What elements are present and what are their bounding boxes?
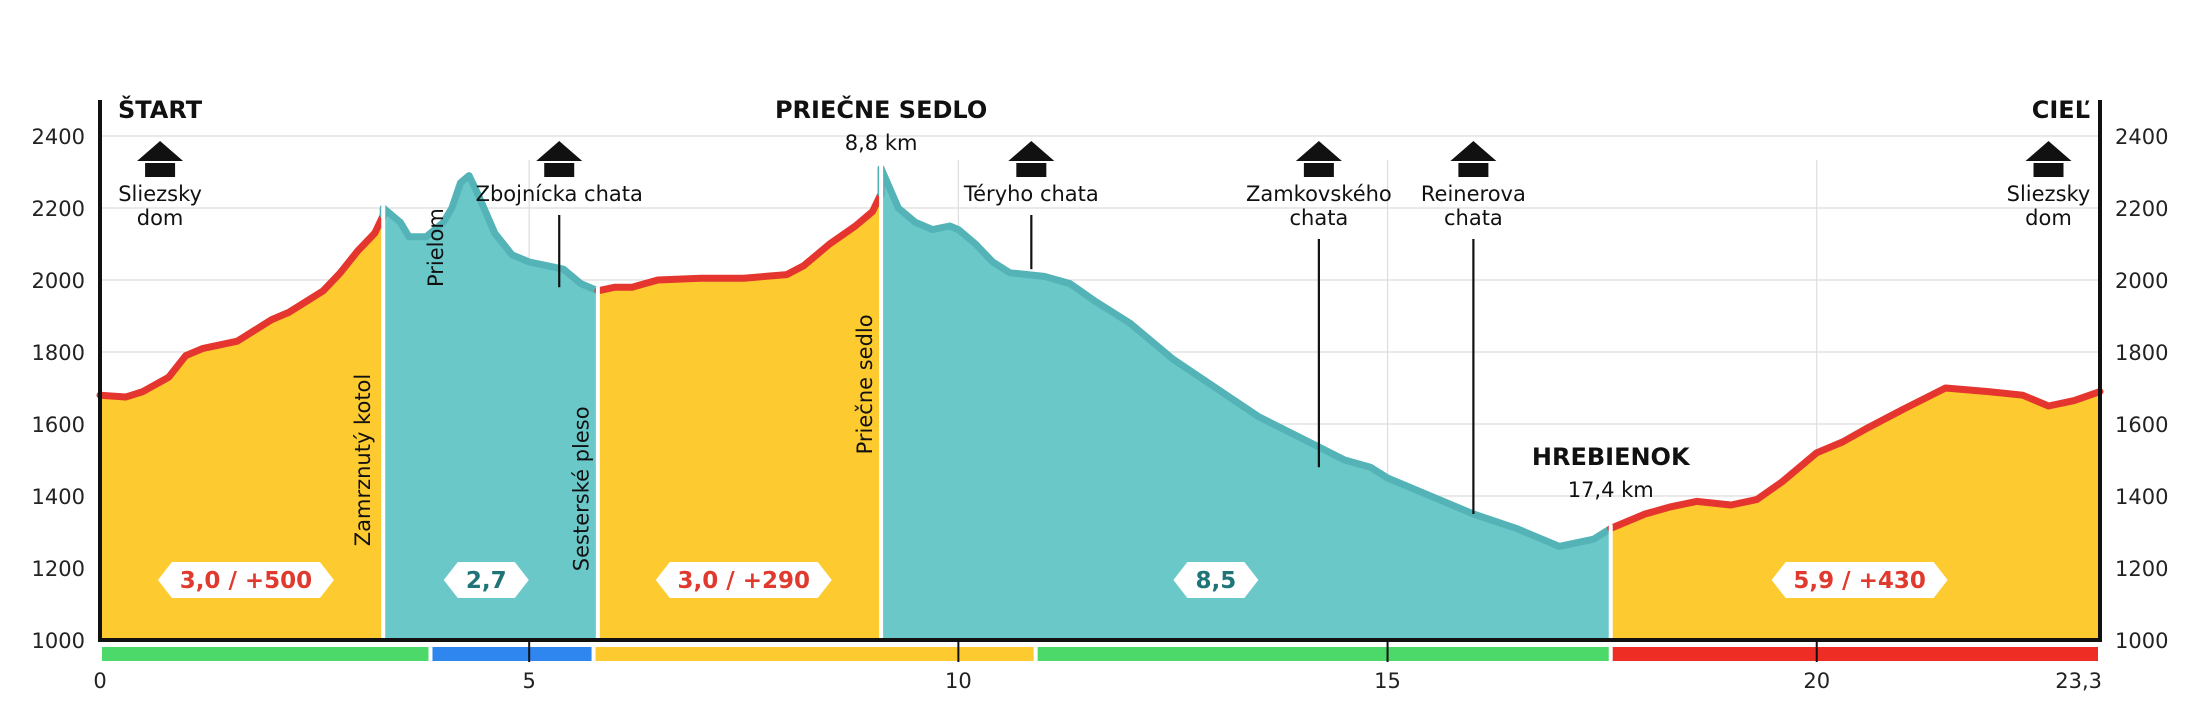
- place-label: Prielom: [424, 208, 448, 287]
- hut-body: [544, 163, 575, 177]
- hut-body: [1016, 163, 1047, 177]
- hut-name: Sliezsky: [118, 182, 202, 206]
- segment-pill: [655, 562, 832, 598]
- place-label: Zamrznutý kotol: [351, 374, 375, 547]
- y-tick-label-left: 2400: [32, 125, 85, 149]
- y-tick-label-right: 1600: [2115, 413, 2168, 437]
- hut-roof: [536, 141, 583, 161]
- trail-color-segment: [1612, 647, 2098, 661]
- hut-roof: [1450, 141, 1497, 161]
- y-tick-label-left: 1400: [32, 485, 85, 509]
- y-tick-label-left: 2000: [32, 269, 85, 293]
- trail-color-segment: [432, 647, 592, 661]
- profile-line-descent: [379, 172, 602, 295]
- hut-icon: [137, 141, 184, 177]
- y-tick-label-left: 2200: [32, 197, 85, 221]
- x-tick-label: 10: [945, 669, 972, 693]
- waypoint-distance: 17,4 km: [1568, 478, 1654, 502]
- profile-areas: [100, 168, 2100, 640]
- hut-body: [1303, 163, 1334, 177]
- waypoint-distance: 8,8 km: [845, 131, 918, 155]
- hut-roof: [137, 141, 184, 161]
- place-label: Priečne sedlo: [853, 314, 877, 454]
- y-tick-label-right: 1200: [2115, 557, 2168, 581]
- hut-name: dom: [137, 206, 184, 230]
- hut-name: chata: [1289, 206, 1348, 230]
- y-tick-label-left: 1800: [32, 341, 85, 365]
- y-tick-label-left: 1200: [32, 557, 85, 581]
- segment-label: 3,0 / +290: [678, 568, 810, 594]
- profile-lines: [96, 164, 2104, 640]
- hut-name: Reinerova: [1421, 182, 1526, 206]
- waypoint-title: CIEĽ: [2032, 96, 2090, 124]
- profile-area-ascent: [100, 208, 384, 640]
- hut-icon: [2025, 141, 2072, 177]
- hut-roof: [2025, 141, 2072, 161]
- hut-icon: [536, 141, 583, 177]
- hut-roof: [1295, 141, 1342, 161]
- profile-area-ascent: [597, 168, 882, 640]
- profile-line-ascent: [594, 164, 885, 295]
- annotations: 3,0 / +500 2,7 3,0 / +290 8,5 5,9 / +430 ŠTAR…: [118, 94, 2090, 598]
- segment-pill: [157, 562, 334, 598]
- hut-name: Zbojnícka chata: [476, 182, 643, 206]
- hut-name: dom: [2025, 206, 2072, 230]
- axes: 1000 1000 1200 1200 1400 1400 1600 1600 1800 1800…: [32, 100, 2168, 693]
- hut-name: Sliezsky: [2007, 182, 2091, 206]
- segment-label: 5,9 / +430: [1793, 568, 1925, 594]
- trail-color-segment: [102, 647, 429, 661]
- x-tick-label: 20: [1803, 669, 1830, 693]
- hut-roof: [1008, 141, 1055, 161]
- segment-pill: [443, 562, 529, 598]
- y-tick-label-right: 1400: [2115, 485, 2168, 509]
- x-tick-label: 5: [522, 669, 535, 693]
- profile-line-descent: [877, 164, 1615, 550]
- profile-area-ascent: [1610, 388, 2100, 640]
- x-tick-label: 15: [1374, 669, 1401, 693]
- x-tick-label: 0: [93, 669, 106, 693]
- hut-body: [145, 163, 176, 177]
- profile-area-descent: [881, 168, 1611, 640]
- segment-label: 8,5: [1196, 568, 1237, 594]
- place-label: Sesterské pleso: [570, 406, 594, 571]
- profile-line-ascent: [1607, 384, 2104, 532]
- hut-name: chata: [1444, 206, 1503, 230]
- y-tick-label-left: 1000: [32, 629, 85, 653]
- hut-name: Zamkovského: [1246, 182, 1392, 206]
- segment-label: 2,7: [466, 568, 507, 594]
- profile-area-descent: [383, 175, 598, 640]
- hut-icon: [1295, 141, 1342, 177]
- y-tick-label-right: 2000: [2115, 269, 2168, 293]
- waypoint-title: HREBIENOK: [1532, 443, 1691, 471]
- waypoint-title: PRIEČNE SEDLO: [775, 94, 987, 124]
- hut-icon: [1008, 141, 1055, 177]
- segment-label: 3,0 / +500: [180, 568, 312, 594]
- y-tick-label-right: 1000: [2115, 629, 2168, 653]
- waypoint-title: ŠTART: [118, 94, 203, 124]
- segment-pill: [1771, 562, 1948, 598]
- hut-body: [2033, 163, 2064, 177]
- y-tick-label-left: 1600: [32, 413, 85, 437]
- trail-color-bar: [102, 640, 2098, 662]
- y-tick-label-right: 2400: [2115, 125, 2168, 149]
- profile-line-ascent: [96, 204, 387, 401]
- x-tick-label: 23,3: [2055, 669, 2102, 693]
- trail-color-segment: [1037, 647, 1609, 661]
- y-tick-label-right: 2200: [2115, 197, 2168, 221]
- segment-pill: [1173, 562, 1259, 598]
- hut-icon: [1450, 141, 1497, 177]
- trail-color-segment: [595, 647, 1034, 661]
- hut-name: Téryho chata: [963, 182, 1099, 206]
- y-tick-label-right: 1800: [2115, 341, 2168, 365]
- hut-body: [1458, 163, 1489, 177]
